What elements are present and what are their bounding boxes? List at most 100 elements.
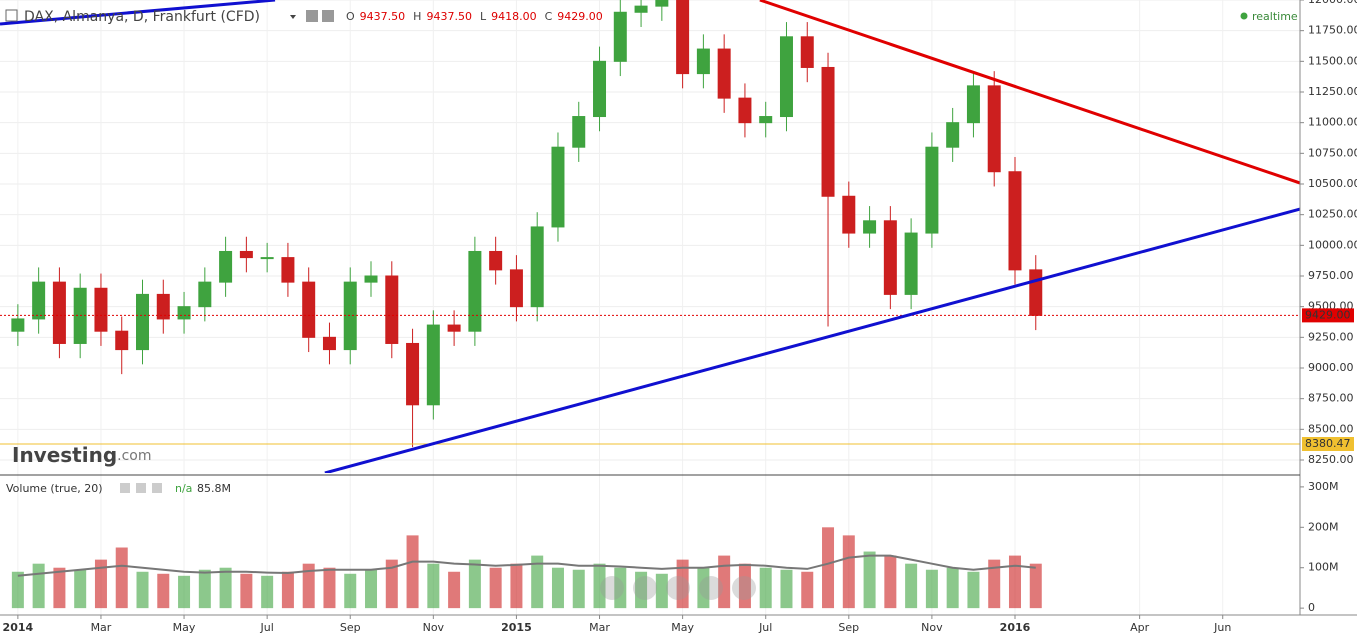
nav-button[interactable] [732, 576, 756, 600]
candle-body [904, 232, 918, 295]
candle-body [322, 336, 336, 351]
candle-body [1008, 171, 1022, 271]
candle-body [94, 287, 108, 332]
candle-body [115, 330, 129, 351]
candle-body [655, 0, 669, 7]
status: realtime [1252, 10, 1298, 23]
y-tick-label: 8500.00 [1308, 422, 1354, 435]
volume-bar [697, 567, 710, 609]
volume-title: Volume (true, 20) [6, 482, 103, 495]
candle-body [509, 269, 523, 308]
ohlc: O 9437.50 H 9437.50 L 9418.00 C 9429.00 [346, 10, 603, 23]
volume-bar [676, 559, 689, 609]
candle-body [11, 318, 25, 332]
volume-bar [905, 563, 918, 609]
icon-button[interactable] [322, 10, 334, 22]
candle-body [136, 293, 150, 351]
nav-button[interactable] [666, 576, 690, 600]
y-tick-label: 11500.00 [1308, 54, 1357, 67]
volume-bar [365, 569, 378, 609]
logo-suffix: .com [117, 448, 151, 464]
volume-bar [489, 567, 502, 609]
candle-body [676, 0, 690, 75]
trend-line [759, 0, 1300, 185]
candle-body [717, 48, 731, 99]
volume-ma-line [17, 554, 1036, 577]
icon-button[interactable] [120, 483, 130, 493]
y-tick-label: 9250.00 [1308, 330, 1354, 343]
candle-body [779, 36, 793, 118]
volume-bar [614, 567, 627, 609]
y-tick-label: 10750.00 [1308, 146, 1357, 159]
price-label-box [1302, 308, 1354, 323]
x-tick-label: May [671, 621, 694, 634]
volume-bar [1029, 563, 1042, 609]
volume-bar [323, 567, 336, 609]
y2-tick-label: 200M [1308, 520, 1339, 533]
volume-bar [385, 559, 398, 609]
nav-button[interactable] [600, 576, 624, 600]
candle-body [239, 250, 253, 259]
candle-body [883, 220, 897, 295]
candle-body [593, 60, 607, 118]
candle-body [364, 275, 378, 283]
volume-bar [406, 535, 419, 609]
y-tick-label: 10500.00 [1308, 177, 1357, 190]
icon-button[interactable] [152, 483, 162, 493]
x-tick-label: Apr [1130, 621, 1150, 634]
candle-body [302, 281, 316, 338]
volume-pane [11, 527, 1042, 609]
volume-bar [302, 563, 315, 609]
candle-body [426, 324, 440, 406]
candle-body [260, 257, 274, 260]
candle-body [863, 220, 877, 234]
candle-body [738, 97, 752, 124]
icon-button[interactable] [136, 483, 146, 493]
candle-body [447, 324, 461, 332]
y-tick-label: 8750.00 [1308, 392, 1354, 405]
dropdown[interactable] [290, 15, 296, 19]
volume-bar [240, 573, 253, 609]
volume-bar [988, 559, 1001, 609]
volume-bar [157, 573, 170, 609]
logo: Investing.com [12, 443, 152, 467]
x-tick-label: Jul [260, 621, 274, 634]
volume-bar [178, 575, 191, 609]
icon-button[interactable] [306, 10, 318, 22]
nav-button[interactable] [633, 576, 657, 600]
ohlc-value: 9418.00 [491, 10, 537, 23]
trend-line [324, 207, 1300, 473]
labels: 8250.008500.008750.009000.009250.009500.… [3, 0, 1357, 634]
volume-bar [842, 535, 855, 609]
ohlc-key: C [545, 10, 553, 23]
ohlc-value: 9437.50 [426, 10, 472, 23]
candle-body [925, 146, 939, 234]
x-tick-label: Mar [589, 621, 610, 634]
candle-body [177, 306, 191, 320]
logo-text: Investing [12, 443, 117, 467]
symbol: DAX, Almanya, D, Frankfurt (CFD) [24, 9, 260, 25]
candle-body [821, 66, 835, 197]
volume-bar [572, 569, 585, 609]
trend-line [0, 0, 276, 26]
nav-button[interactable] [699, 576, 723, 600]
candle-body [281, 257, 295, 283]
volume-bar [53, 567, 66, 609]
candle-body [842, 195, 856, 234]
volume-bar [780, 569, 793, 609]
candle-body [1029, 269, 1043, 316]
volume-bar [967, 571, 980, 609]
volume-bar [219, 567, 232, 609]
candle-body [343, 281, 357, 351]
candle-body [530, 226, 544, 308]
candle-body [759, 116, 773, 124]
candle-body [156, 293, 170, 320]
volume-bar [593, 563, 606, 609]
candle-body [489, 250, 503, 271]
x-tick-label: Mar [91, 621, 112, 634]
volume-bar [468, 559, 481, 609]
x-tick-label: Sep [340, 621, 361, 634]
ohlc-value: 9437.50 [360, 10, 406, 23]
volume-bar [635, 571, 648, 609]
volume-bar [115, 547, 128, 609]
